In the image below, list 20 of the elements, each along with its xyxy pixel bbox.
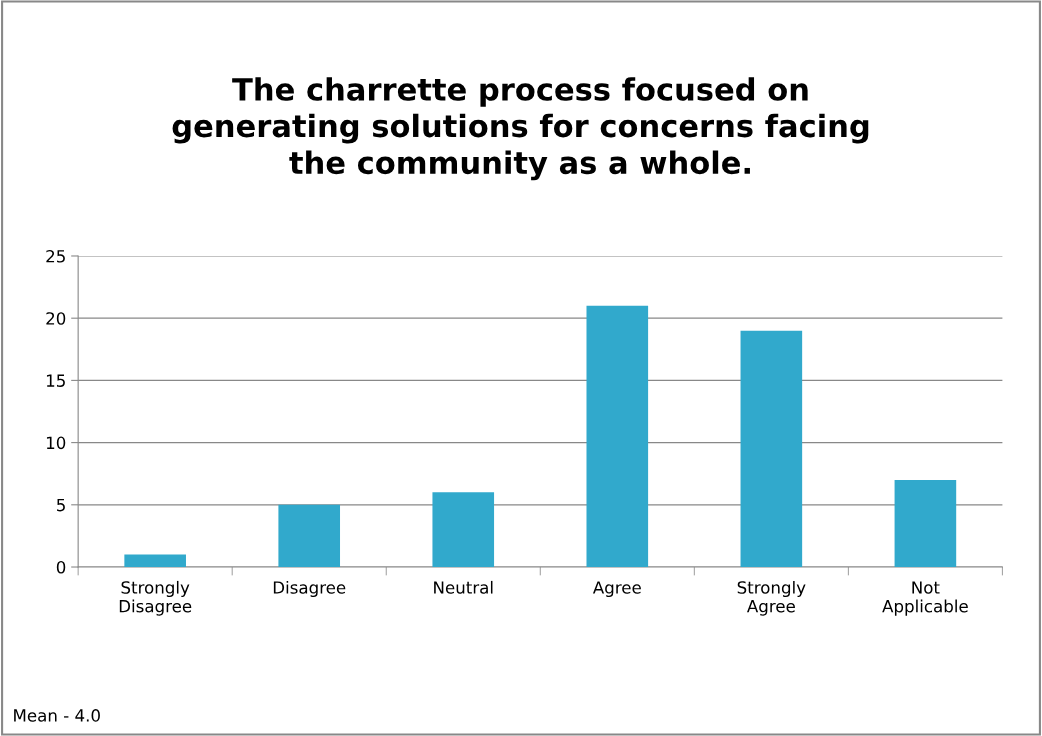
y-tick-label: 5 <box>57 498 65 512</box>
x-tick-label: Disagree <box>273 580 346 598</box>
bar <box>432 492 495 568</box>
x-tick-label: Strongly Agree <box>737 580 806 616</box>
bar <box>894 479 957 568</box>
bar <box>740 330 803 568</box>
chart-title: The charrette process focused on generating solutions for concerns facing the community as a whole. <box>172 77 869 181</box>
bar <box>278 504 341 568</box>
x-tick-label: Strongly Disagree <box>119 580 192 616</box>
y-tick-label: 20 <box>46 312 66 325</box>
bar <box>586 305 649 568</box>
y-tick-label: 10 <box>46 436 66 450</box>
x-tick-label: Not Applicable <box>882 581 968 616</box>
y-tick-label: 25 <box>46 249 65 263</box>
text: Mean - 4.0 <box>14 709 100 722</box>
y-tick-label: 0 <box>56 560 66 574</box>
x-tick-label: Neutral <box>434 580 493 594</box>
bar <box>124 554 186 568</box>
x-tick-label: Agree <box>592 581 641 598</box>
y-tick-label: 15 <box>46 374 65 387</box>
